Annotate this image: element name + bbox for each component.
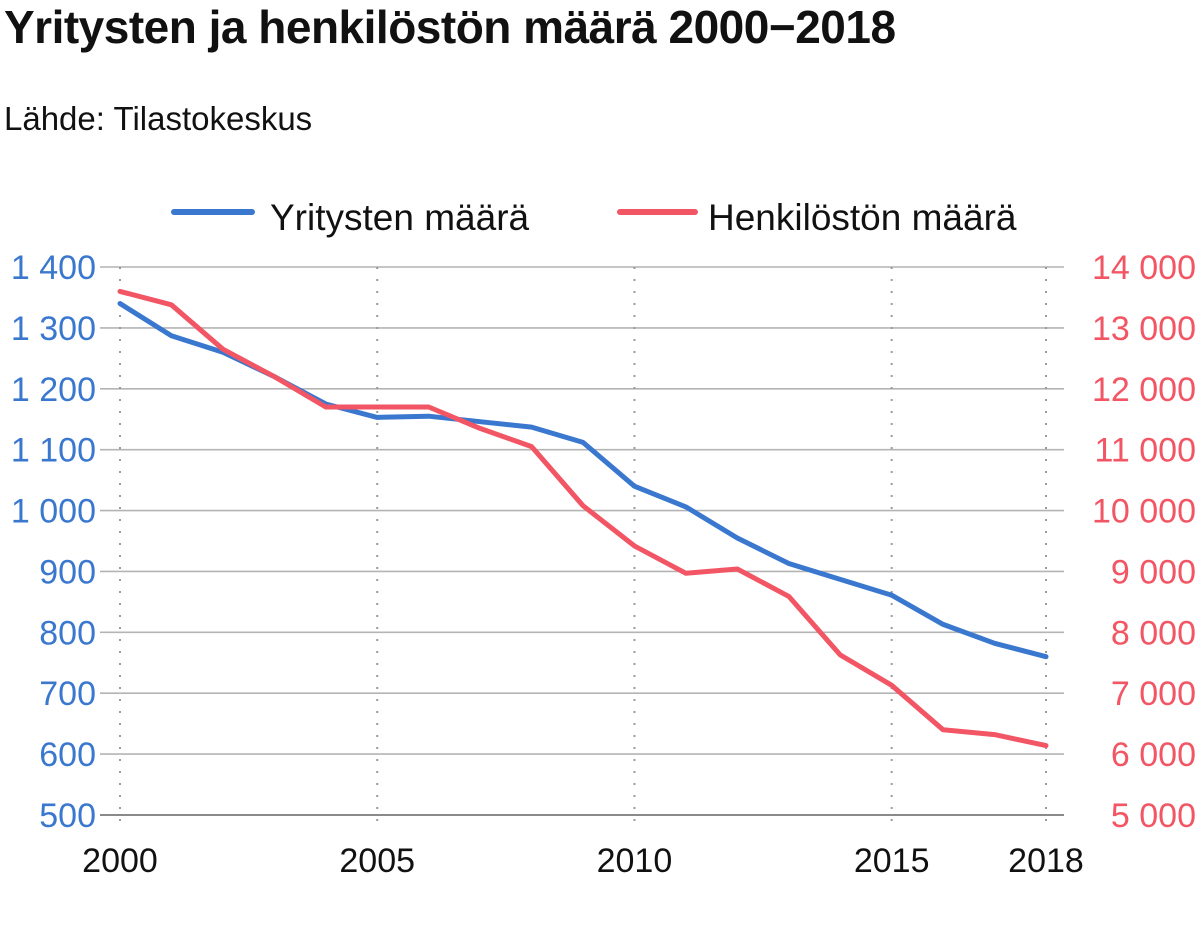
y-right-tick-label: 9 000 xyxy=(1111,553,1196,591)
y-right-tick-label: 12 000 xyxy=(1092,371,1196,409)
x-tick-label: 2010 xyxy=(597,842,673,880)
chart-title: Yritysten ja henkilöstön määrä 2000−2018 xyxy=(4,1,896,53)
y-left-tick-label: 1 200 xyxy=(11,371,96,409)
series-lines xyxy=(117,288,1049,749)
grid xyxy=(100,266,1064,825)
y-right-tick-label: 6 000 xyxy=(1111,736,1196,774)
y-right-tick-label: 13 000 xyxy=(1092,310,1196,348)
legend-label: Yritysten määrä xyxy=(270,197,530,238)
legend: Yritysten määrä Henkilöstön määrä xyxy=(171,197,1017,238)
y-left-tick-label: 1 100 xyxy=(11,432,96,470)
y-left-tick-label: 1 300 xyxy=(11,310,96,348)
x-tick-label: 2015 xyxy=(854,842,930,880)
y-right-tick-label: 14 000 xyxy=(1092,249,1196,287)
axes: 500 600 700 800 900 1 000 1 100 1 200 1 300 1 400… xyxy=(11,249,1196,880)
y-right-tick-label: 10 000 xyxy=(1092,493,1196,531)
y-right-tick-label: 11 000 xyxy=(1095,432,1196,470)
y-left-tick-label: 700 xyxy=(39,675,96,713)
y-right-tick-label: 7 000 xyxy=(1111,675,1196,713)
x-tick-label: 2000 xyxy=(82,842,158,880)
x-tick-label: 2018 xyxy=(1008,842,1084,880)
y-left-tick-label: 1 000 xyxy=(11,493,96,531)
x-tick-label: 2005 xyxy=(339,842,415,880)
series-line-henkilosto xyxy=(117,288,1049,749)
y-left-tick-label: 1 400 xyxy=(11,249,96,287)
chart-source: Lähde: Tilastokeskus xyxy=(4,100,313,137)
y-right-tick-label: 5 000 xyxy=(1111,797,1196,835)
y-right-tick-label: 8 000 xyxy=(1111,614,1196,652)
y-left-tick-label: 900 xyxy=(39,553,96,591)
series-line-yritykset xyxy=(117,301,1049,660)
y-left-tick-label: 500 xyxy=(39,797,96,835)
y-left-tick-label: 800 xyxy=(39,614,96,652)
y-left-tick-label: 600 xyxy=(39,736,96,774)
legend-label: Henkilöstön määrä xyxy=(708,197,1017,238)
